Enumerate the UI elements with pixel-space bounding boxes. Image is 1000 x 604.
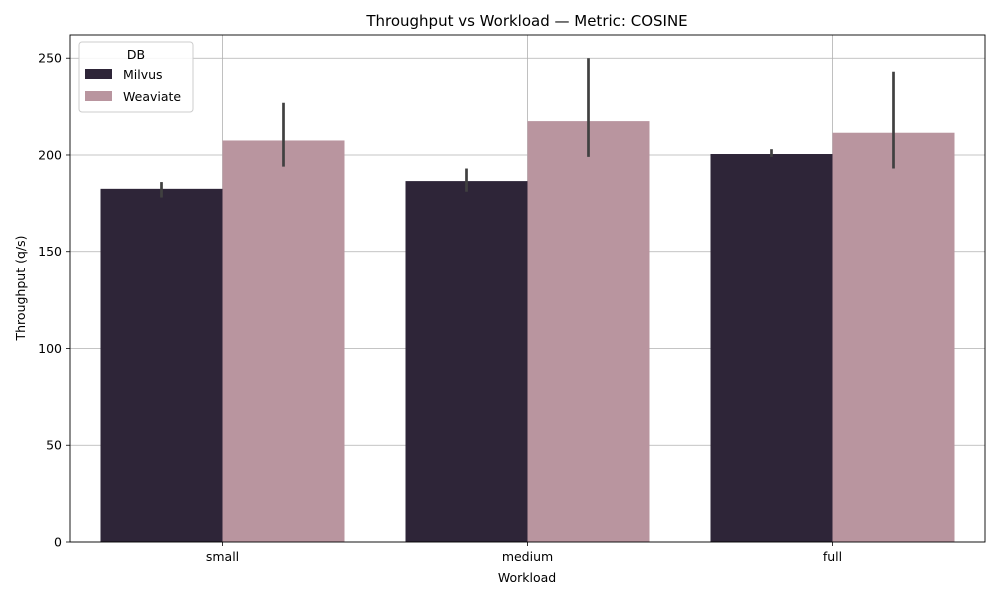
y-tick-label: 150	[38, 244, 62, 259]
y-tick-label: 0	[54, 535, 62, 550]
y-axis-label: Throughput (q/s)	[13, 236, 28, 342]
plot-frame	[69, 34, 986, 543]
legend: DB Milvus Weaviate	[78, 41, 194, 113]
axes: 0 50 100 150 200 250 small medium full	[38, 34, 986, 564]
x-tick-label: medium	[502, 549, 553, 564]
bar-weaviate-medium	[527, 121, 650, 542]
legend-label-weaviate: Weaviate	[123, 89, 181, 104]
y-tick-label: 50	[46, 438, 62, 453]
y-tick-label: 100	[38, 341, 62, 356]
legend-title: DB	[127, 47, 145, 62]
bar-weaviate-small	[222, 140, 345, 542]
x-tick-label: small	[206, 549, 239, 564]
bars	[100, 121, 955, 543]
y-tick-label: 200	[38, 147, 62, 162]
chart-title: Throughput vs Workload — Metric: COSINE	[365, 12, 687, 30]
legend-swatch-weaviate	[85, 91, 112, 101]
x-axis-label: Workload	[498, 570, 556, 585]
legend-swatch-milvus	[85, 69, 112, 79]
legend-label-milvus: Milvus	[123, 67, 163, 82]
bar-milvus-small	[100, 188, 223, 542]
x-tick-label: full	[823, 549, 842, 564]
bar-weaviate-full	[832, 132, 955, 543]
error-bars	[160, 58, 895, 198]
y-tick-label: 250	[38, 51, 62, 66]
bar-milvus-full	[710, 154, 833, 543]
bar-milvus-medium	[405, 181, 528, 543]
